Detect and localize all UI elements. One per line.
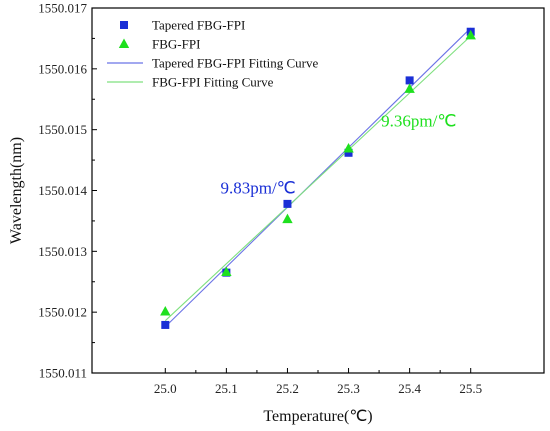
- slope-annotation: 9.36pm/℃: [381, 112, 456, 131]
- fbg-fpi-point: [282, 213, 293, 224]
- fbg-fpi-point: [465, 29, 476, 40]
- x-axis-label: Temperature(℃): [263, 408, 372, 425]
- y-tick-label: 1550.016: [38, 61, 87, 76]
- y-tick-label: 1550.011: [39, 366, 87, 381]
- fit-line: [164, 35, 472, 322]
- legend-marker: [120, 21, 128, 29]
- y-tick-label: 1550.012: [38, 305, 87, 320]
- y-axis-label: Wavelength(nm): [8, 137, 25, 244]
- data-points: [160, 27, 476, 329]
- tapered-fbg-fpi-point: [405, 76, 414, 85]
- fit-line: [164, 27, 472, 328]
- legend: Tapered FBG-FPI FBG-FPI Tapered FBG-FPI Fi…: [107, 18, 319, 90]
- x-tick-label: 25.1: [215, 381, 238, 396]
- x-tick-label: 25.2: [276, 381, 299, 396]
- axis-ticks: 25.0 25.1 25.2 25.3 25.4 25.5 1550.011 1550.012…: [38, 1, 482, 397]
- legend-label: Tapered FBG-FPI Fitting Curve: [152, 56, 319, 71]
- x-tick-label: 25.5: [459, 381, 482, 396]
- tapered-fbg-fpi-point: [283, 199, 292, 208]
- legend-label: Tapered FBG-FPI: [152, 18, 245, 33]
- fbg-fpi-point: [160, 306, 171, 316]
- x-tick-label: 25.3: [337, 381, 360, 396]
- tapered-fbg-fpi-point: [344, 148, 353, 157]
- fit-lines: [164, 27, 472, 328]
- tapered-fbg-fpi-point: [161, 320, 170, 329]
- fbg-fpi-point: [404, 83, 415, 93]
- fbg-fpi-point: [221, 266, 232, 277]
- legend-marker: [118, 38, 130, 48]
- y-tick-label: 1550.014: [38, 183, 87, 198]
- annotations: 9.83pm/℃ 9.36pm/℃: [220, 112, 456, 198]
- x-tick-label: 25.4: [398, 381, 421, 396]
- legend-label: FBG-FPI: [152, 37, 200, 52]
- x-tick-label: 25.0: [154, 381, 177, 396]
- fbg-fpi-point: [343, 143, 354, 153]
- y-tick-label: 1550.017: [38, 1, 87, 16]
- legend-label: FBG-FPI Fitting Curve: [152, 75, 274, 90]
- slope-annotation: 9.83pm/℃: [220, 179, 295, 198]
- y-tick-label: 1550.013: [38, 244, 87, 259]
- y-tick-label: 1550.015: [38, 122, 87, 137]
